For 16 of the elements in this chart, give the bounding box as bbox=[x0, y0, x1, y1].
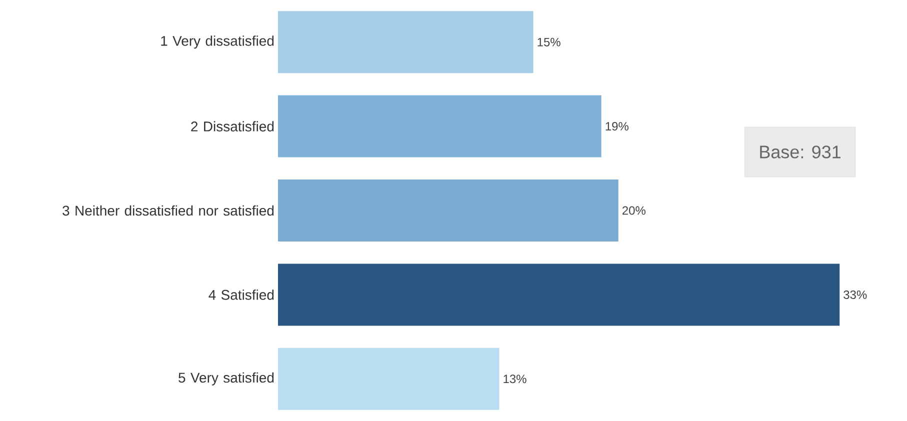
y-tick-label: 3 Neither dissatisfied nor satisfied bbox=[62, 205, 274, 216]
data-label: 33% bbox=[844, 290, 867, 299]
data-label: 20% bbox=[622, 206, 646, 215]
data-label: 13% bbox=[504, 374, 526, 384]
bar bbox=[278, 264, 840, 326]
data-label: 15% bbox=[538, 38, 560, 46]
bar bbox=[278, 11, 534, 74]
bar bbox=[278, 95, 602, 158]
y-tick-label: 5 Very satisfied bbox=[178, 372, 274, 386]
y-tick-label: 1 Very dissatisfied bbox=[161, 36, 274, 49]
annotation: Base: 931 bbox=[760, 146, 840, 158]
bar bbox=[278, 348, 500, 410]
y-tick-label: 2 Dissatisfied bbox=[191, 121, 274, 132]
bar bbox=[278, 180, 618, 242]
data-label: 19% bbox=[606, 122, 628, 131]
y-tick-label: 4 Satisfied bbox=[208, 290, 274, 300]
